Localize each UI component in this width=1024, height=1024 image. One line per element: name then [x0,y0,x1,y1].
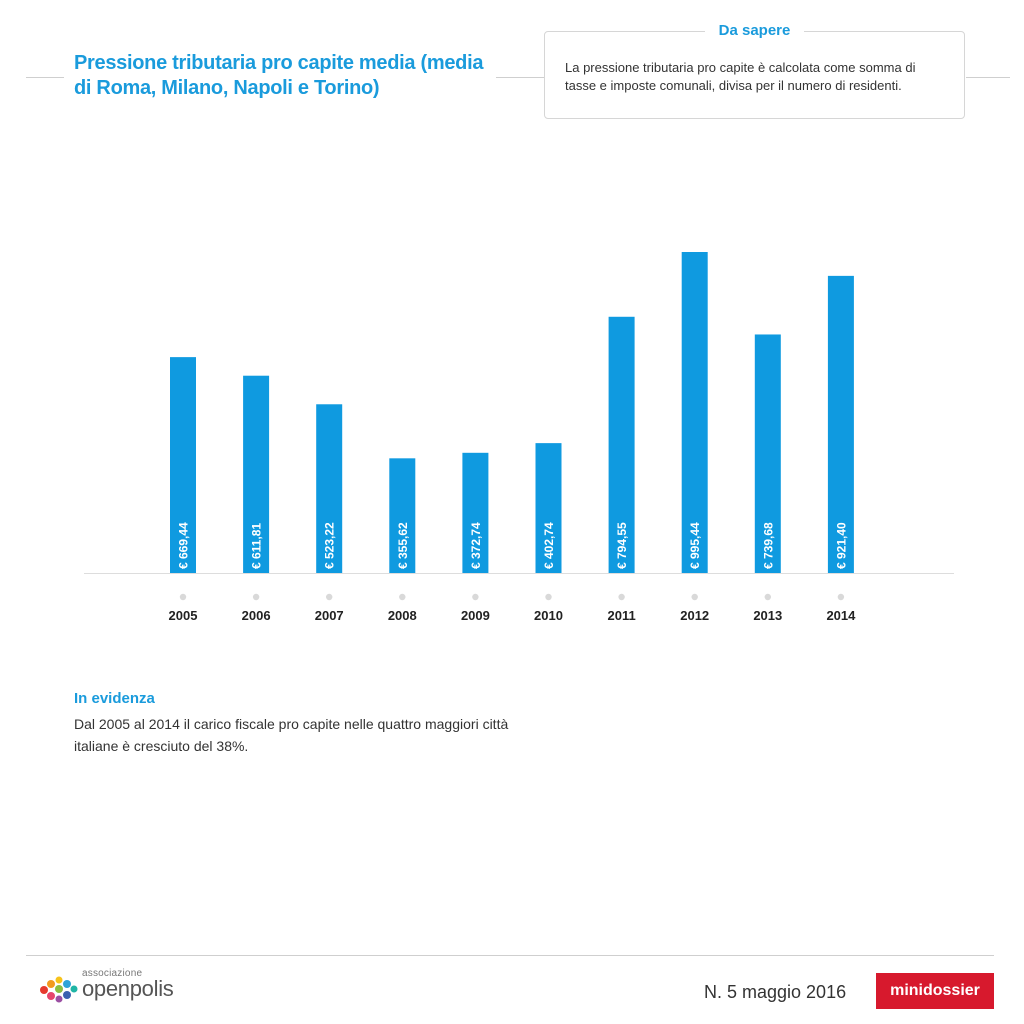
openpolis-logo-icon [40,976,78,1003]
bar-2013 [754,334,781,573]
tick-dot-2012 [691,593,698,601]
x-tick-label-2008: 2008 [388,608,417,623]
footer-divider [26,955,994,956]
chart-title: Pressione tributaria pro capite media (m… [74,52,484,99]
highlight-text: Dal 2005 al 2014 il carico fiscale pro c… [74,716,509,754]
bar-2006 [243,375,270,573]
info-box: Da sapere La pressione tributaria pro ca… [544,22,965,119]
data-label-2012: € 995,44 [688,522,702,569]
issue-date: N. 5 maggio 2016 [704,982,847,1002]
x-tick-label-2011: 2011 [607,608,635,623]
x-tick-label-2005: 2005 [169,608,198,623]
x-tick-label-2009: 2009 [461,608,490,623]
bar-2014 [827,275,854,573]
tick-dot-2008 [399,593,406,601]
data-label-2005: € 669,44 [177,522,191,569]
tick-dot-2005 [179,593,187,601]
logo-tagline: associazione [82,968,143,979]
tick-dot-2009 [472,593,479,601]
bar-chart: € 669,44 2005 € 611,81 2006 € 523,22 2007 € 35… [84,252,954,623]
tick-dot-2007 [326,593,333,601]
openpolis-logo: associazione openpolis [38,968,198,1008]
data-label-2013: € 739,68 [761,522,775,569]
x-tick-label-2014: 2014 [826,608,856,623]
title-divider-right [496,77,544,78]
title-divider-far [966,77,1010,78]
data-label-2007: € 523,22 [323,522,337,569]
data-label-2006: € 611,81 [250,523,264,569]
highlight-heading: In evidenza [74,690,155,707]
info-box-text: La pressione tributaria pro capite è cal… [565,60,916,93]
bar-2012 [681,252,708,573]
x-tick-label-2012: 2012 [680,608,709,623]
data-label-2009: € 372,74 [469,522,483,569]
bar-2010 [535,443,562,573]
x-tick-label-2013: 2013 [753,608,782,623]
bar-2008 [389,458,416,573]
data-label-2008: € 355,62 [396,522,410,569]
data-label-2010: € 402,74 [542,522,556,569]
info-box-heading: Da sapere [545,21,964,41]
bar-2005 [170,357,196,573]
data-label-2011: € 794,55 [615,522,629,569]
tick-dot-2014 [837,593,845,601]
tick-dot-2010 [545,593,552,601]
x-tick-label-2006: 2006 [242,608,271,623]
logo-wordmark: openpolis [82,976,174,1001]
tick-dot-2013 [764,593,771,601]
info-box-heading-label: Da sapere [704,22,805,39]
x-tick-label-2010: 2010 [534,608,563,623]
minidossier-badge: minidossier [876,973,994,1009]
title-divider-left [26,77,64,78]
tick-dot-2006 [252,593,260,601]
x-tick-label-2007: 2007 [315,608,344,623]
bar-2011 [608,316,635,573]
tick-dot-2011 [618,593,625,601]
bar-2009 [462,452,489,573]
bar-2007 [316,404,343,573]
data-label-2014: € 921,40 [834,522,848,569]
